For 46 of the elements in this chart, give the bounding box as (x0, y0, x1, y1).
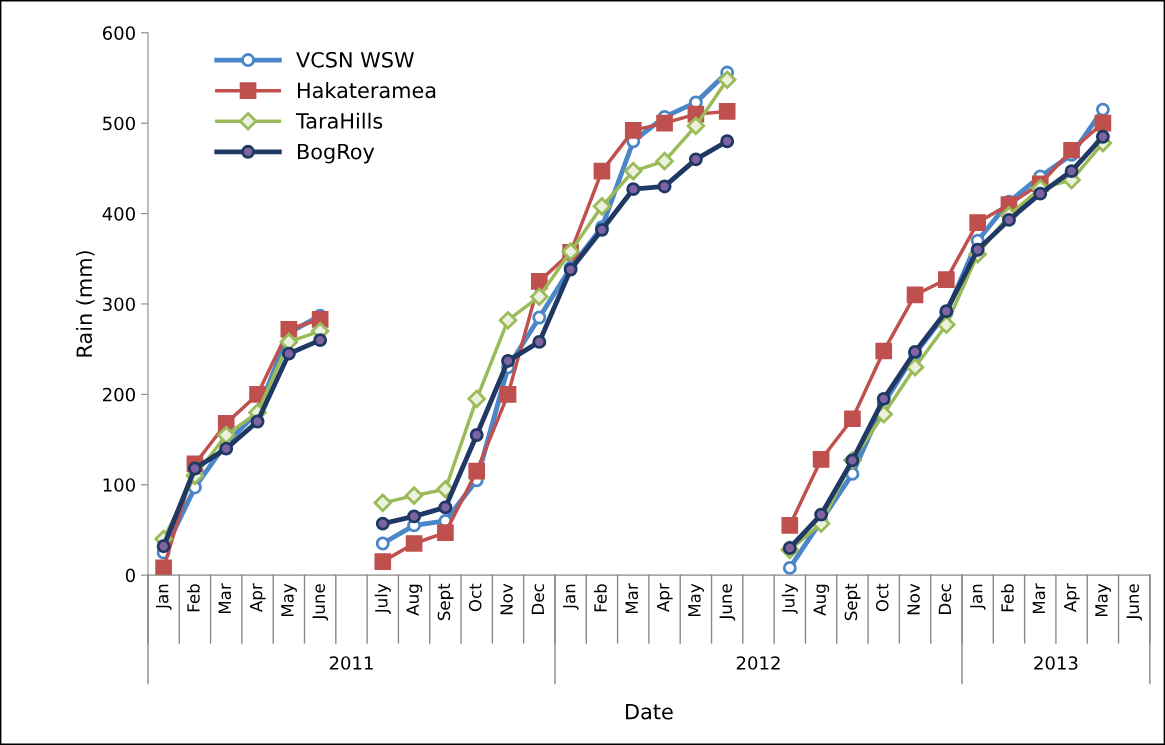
x-tick-label: June (312, 584, 329, 621)
x-tick-label: June (719, 584, 736, 621)
x-tick-label: Jan (563, 584, 579, 610)
text: 2013 (1034, 656, 1078, 670)
x-tick-label: Mar (625, 583, 639, 614)
x-tick-label: Apr (657, 583, 673, 612)
x-tick-label: Nov (500, 583, 513, 615)
x-tick-label: June (1126, 584, 1143, 621)
x-tick-label: May (281, 583, 297, 617)
x-tick-label: July (374, 583, 391, 615)
x-tick-label: Mar (1032, 583, 1046, 614)
legend-label: BogRoy (298, 143, 375, 164)
y-axis-title: Rain (mm) (75, 251, 95, 357)
x-tick-label: Feb (593, 584, 607, 612)
x-tick-label: Jan (156, 584, 172, 610)
x-tick-label: Apr (1064, 583, 1080, 612)
x-axis-title: Date (626, 704, 673, 720)
x-tick-label: Feb (186, 584, 200, 612)
x-tick-label: Oct (468, 583, 482, 612)
y-tick-label: 400 (102, 207, 135, 221)
y-tick-label: 200 (103, 387, 135, 402)
y-tick-label: 100 (103, 478, 135, 492)
x-tick-label: Oct (875, 583, 889, 612)
legend-label: Hakateramea (298, 82, 436, 99)
x-tick-label: Sept (437, 583, 454, 621)
x-tick-label: Nov (907, 583, 920, 615)
x-tick-label: Dec (938, 584, 952, 614)
x-tick-label: May (688, 583, 704, 617)
x-tick-label: Sept (844, 583, 861, 621)
y-tick-label: 300 (103, 297, 135, 312)
x-tick-label: Aug (406, 584, 423, 616)
x-tick-label: Jan (970, 584, 986, 610)
x-tick-label: May (1095, 583, 1111, 617)
x-tick-label: Apr (249, 583, 266, 612)
x-tick-label: Aug (813, 584, 830, 616)
text: 2011 (329, 656, 373, 670)
x-tick-label: Mar (218, 583, 232, 614)
y-tick-label: 0 (125, 568, 135, 583)
x-tick-label: Feb (1000, 584, 1014, 612)
x-tick-label: July (781, 583, 798, 615)
legend-label: VCSN WSW (296, 51, 414, 68)
legend-label: TaraHills (295, 112, 383, 129)
y-tick-label: 500 (103, 116, 135, 131)
text: 2012 (736, 656, 780, 670)
x-tick-label: Dec (531, 584, 545, 614)
y-tick-label: 600 (102, 26, 135, 40)
